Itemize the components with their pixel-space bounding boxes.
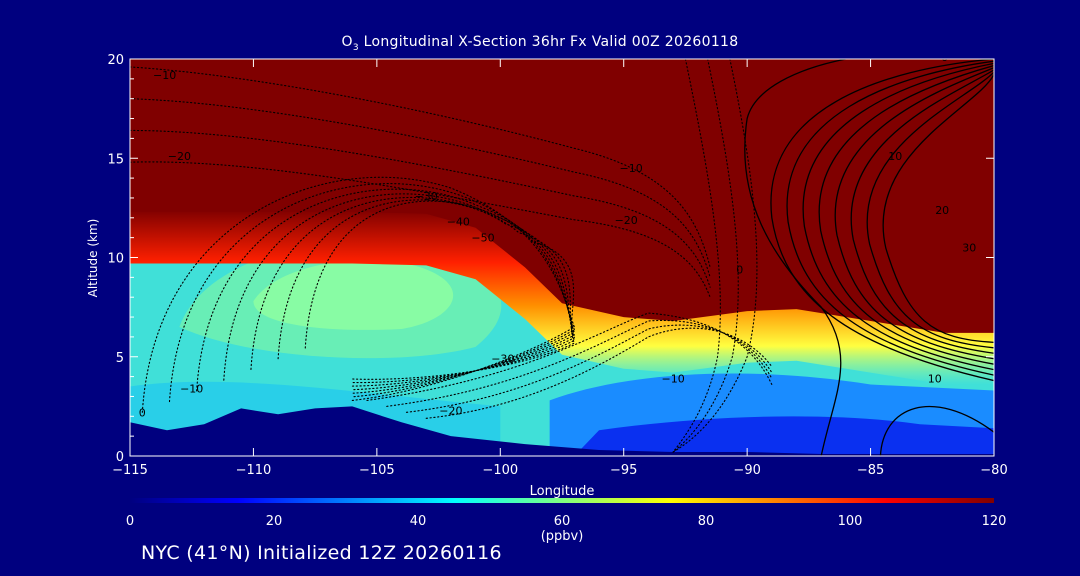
- contour-label: 0: [941, 51, 948, 64]
- y-tick-label: 0: [116, 450, 124, 465]
- contour-negative-west: [304, 200, 576, 380]
- contour-positive-east: [818, 64, 994, 365]
- contour-negative-lower: [386, 319, 773, 407]
- contour-negative-upper: [130, 66, 711, 268]
- contour-positive-east: [866, 71, 994, 349]
- x-tick-label: −85: [857, 463, 884, 478]
- contour-negative-west: [196, 188, 576, 394]
- contour-label: 20: [935, 204, 949, 217]
- contour-label: −20: [615, 214, 638, 227]
- y-axis-label: Altitude (km): [86, 219, 100, 298]
- contour-labels: −10 −20 −30 −40−50 −10 −20 −30 −20 −10 0 −10 0 10 20 3…: [139, 51, 976, 419]
- contour-positive-east: [882, 73, 994, 344]
- contour-positive-east: [770, 59, 994, 382]
- contour-label: 0: [736, 263, 743, 276]
- x-tick-label: −80: [980, 463, 1007, 478]
- terrain: [130, 406, 994, 456]
- contour-label: −10: [153, 69, 176, 82]
- contour-label: −10: [180, 383, 203, 396]
- contour-positive-east: [786, 60, 994, 376]
- y-axis: 0 5 10 15 20: [107, 53, 994, 465]
- title-subscript: 3: [352, 42, 359, 53]
- contour-label: 0: [139, 406, 146, 419]
- contour-positive-east: [802, 62, 994, 371]
- contour-label: −20: [168, 150, 191, 163]
- contour-label: −10: [661, 373, 684, 386]
- colorbar-tick-label: 40: [410, 514, 427, 529]
- colorbar-unit: (ppbv): [541, 529, 584, 544]
- stratosphere-region: [130, 59, 994, 333]
- contour-label: −10: [619, 162, 642, 175]
- plot-area: −10 −20 −30 −40−50 −10 −20 −30 −20 −10 0 −10 0 10 20 3…: [130, 51, 994, 456]
- x-tick-label: −95: [610, 463, 637, 478]
- contour-label: −30: [491, 353, 514, 366]
- colorbar-tick-label: 100: [838, 514, 863, 529]
- contour-label: −30: [415, 190, 438, 203]
- contour-negative-lower: [366, 312, 773, 401]
- x-tick-label: −110: [236, 463, 272, 478]
- contour-label: 10: [928, 373, 942, 386]
- contour-label: −20: [439, 404, 462, 417]
- title-prefix: O: [341, 34, 353, 50]
- colorbar-tick-label: 120: [982, 514, 1007, 529]
- contour-negative-upper: [130, 161, 711, 298]
- contour-negative-east: [672, 59, 739, 453]
- y-tick-label: 10: [107, 252, 124, 267]
- colorbar-ticks: 0 20 40 60 80 100 120: [126, 514, 1007, 529]
- contour-positive-east: [834, 67, 994, 360]
- x-tick-label: −100: [482, 463, 518, 478]
- contour-label: −40: [447, 216, 470, 229]
- field-blob-core: [253, 259, 454, 330]
- contour-positive-east: [850, 69, 994, 354]
- colorbar-ramp: [130, 498, 994, 503]
- init-footer: NYC (41°N) Initialized 12Z 20260116: [141, 542, 502, 564]
- x-tick-label: −90: [733, 463, 760, 478]
- x-tick-label: −115: [112, 463, 148, 478]
- colorbar-tick-label: 60: [554, 514, 571, 529]
- x-axis-label: Longitude: [530, 484, 595, 499]
- contour-negative-upper: [130, 129, 711, 288]
- contour-zero-east: [744, 59, 847, 456]
- contour-negative-lower: [405, 324, 773, 413]
- contour-lines: [130, 59, 994, 456]
- x-tick-label: −105: [359, 463, 395, 478]
- tropopause-gradient: [130, 209, 994, 385]
- contour-label: −50: [471, 232, 494, 245]
- colorbar-tick-label: 20: [266, 514, 283, 529]
- x-axis: −115 −110 −105 −100 −95 −90 −85 −80: [112, 59, 1008, 478]
- contour-negative-upper: [130, 98, 711, 278]
- contour-label: 10: [888, 150, 902, 163]
- colorbar-tick-label: 80: [698, 514, 715, 529]
- colorbar: 0 20 40 60 80 100 120 (ppbv): [126, 498, 1007, 544]
- colorbar-tick-label: 0: [126, 514, 134, 529]
- title-text: Longitudinal X-Section 36hr Fx Valid 00Z…: [358, 34, 739, 50]
- chart-title: O3 Longitudinal X-Section 36hr Fx Valid …: [0, 34, 1080, 53]
- contour-negative-west: [250, 196, 576, 387]
- contour-positive-surface: [879, 406, 994, 456]
- contour-label: 30: [962, 242, 976, 255]
- y-tick-label: 20: [107, 53, 124, 68]
- y-tick-label: 5: [116, 351, 124, 366]
- y-tick-label: 15: [107, 152, 124, 167]
- contour-negative-lower: [425, 327, 773, 419]
- contour-negative-east: [672, 59, 721, 453]
